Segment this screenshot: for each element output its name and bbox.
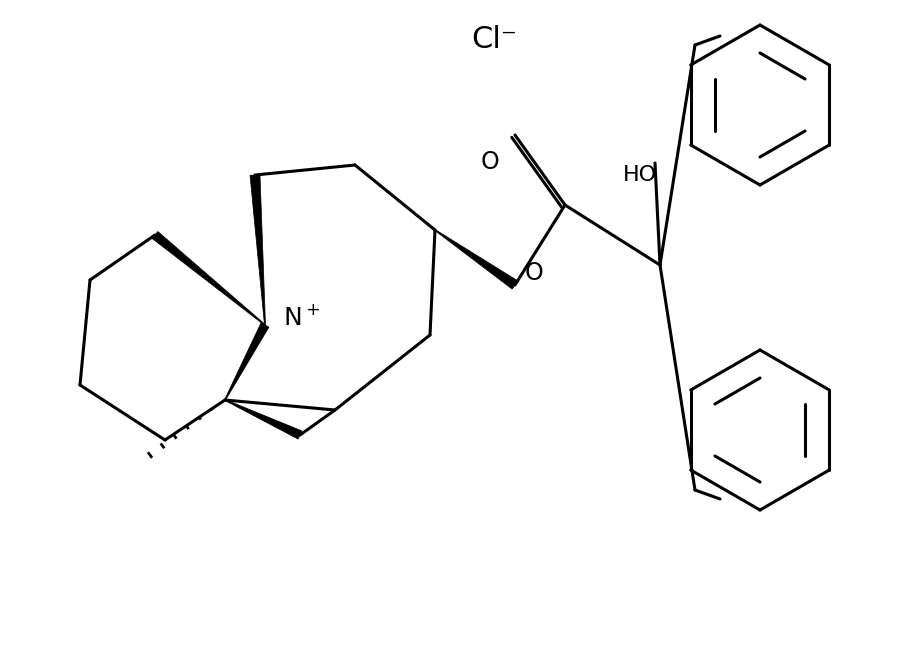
Polygon shape [152,231,266,325]
Text: O: O [525,261,544,285]
Polygon shape [250,175,266,325]
Polygon shape [434,229,518,289]
Text: Cl⁻: Cl⁻ [472,25,517,55]
Polygon shape [225,400,302,439]
Text: N$^+$: N$^+$ [283,305,320,329]
Text: HO: HO [623,165,657,185]
Polygon shape [225,323,269,400]
Text: O: O [481,150,500,174]
